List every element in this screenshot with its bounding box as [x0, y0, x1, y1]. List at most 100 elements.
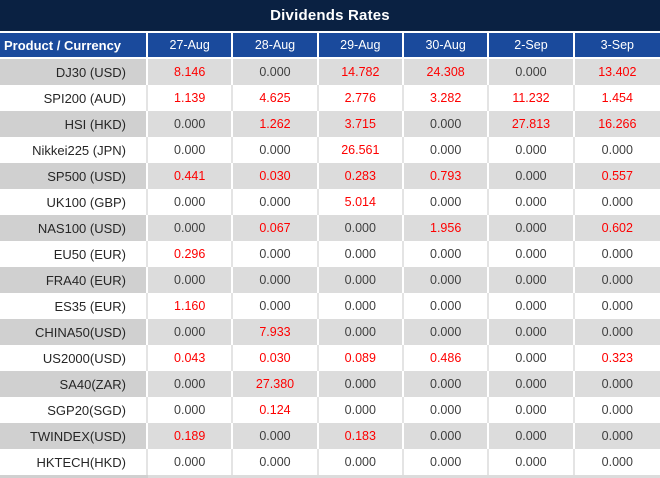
product-cell: SPI200 (AUD) — [0, 85, 148, 111]
table-row: HKTECH(HKD) 0.000 0.000 0.000 0.000 0.000 0.00… — [0, 449, 660, 475]
value-cell: 0.124 — [233, 397, 319, 423]
value-cell: 0.793 — [403, 163, 490, 189]
value-cell: 1.454 — [574, 85, 660, 111]
value-cell: 13.402 — [574, 59, 660, 85]
value-cell: 0.000 — [318, 449, 404, 475]
value-cell: 0.183 — [318, 423, 404, 449]
date-column-header: 29-Aug — [318, 31, 404, 59]
date-column-header: 2-Sep — [489, 31, 575, 59]
value-cell: 0.000 — [489, 293, 575, 319]
table-row: UK100 (GBP) 0.000 0.000 5.014 0.000 0.000 0.00… — [0, 189, 660, 215]
product-cell: SP500 (USD) — [0, 163, 148, 189]
value-cell: 0.000 — [489, 163, 575, 189]
table-row: NAS100 (USD) 0.000 0.067 0.000 1.956 0.000 0.6… — [0, 215, 660, 241]
value-cell: 1.139 — [148, 85, 234, 111]
product-cell: HKTECH(HKD) — [0, 449, 148, 475]
value-cell: 0.000 — [148, 137, 234, 163]
value-cell: 7.933 — [233, 319, 319, 345]
product-cell: SGP20(SGD) — [0, 397, 148, 423]
value-cell: 0.557 — [574, 163, 660, 189]
value-cell: 0.000 — [489, 423, 575, 449]
value-cell: 0.000 — [403, 111, 490, 137]
date-column-header: 27-Aug — [148, 31, 234, 59]
value-cell: 0.000 — [489, 319, 575, 345]
value-cell: 26.561 — [318, 137, 404, 163]
product-cell: NAS100 (USD) — [0, 215, 148, 241]
value-cell: 4.625 — [233, 85, 319, 111]
value-cell: 0.323 — [574, 345, 660, 371]
value-cell: 0.030 — [233, 163, 319, 189]
product-cell: TWINDEX(USD) — [0, 423, 148, 449]
product-cell: Nikkei225 (JPN) — [0, 137, 148, 163]
table-row: SA40(ZAR) 0.000 27.380 0.000 0.000 0.000 0.000 — [0, 371, 660, 397]
table-row: SGP20(SGD) 0.000 0.124 0.000 0.000 0.000 0.000 — [0, 397, 660, 423]
value-cell: 0.000 — [318, 215, 404, 241]
table-row: DJ30 (USD) 8.146 0.000 14.782 24.308 0.000 13.… — [0, 59, 660, 85]
date-column-header: 3-Sep — [574, 31, 660, 59]
value-cell: 0.000 — [403, 371, 490, 397]
value-cell: 0.000 — [574, 423, 660, 449]
value-cell: 0.000 — [233, 137, 319, 163]
product-cell: EU50 (EUR) — [0, 241, 148, 267]
value-cell: 3.282 — [403, 85, 490, 111]
value-cell: 0.602 — [574, 215, 660, 241]
value-cell: 0.000 — [489, 241, 575, 267]
product-cell: DJ30 (USD) — [0, 59, 148, 85]
value-cell: 0.000 — [489, 189, 575, 215]
value-cell: 0.000 — [318, 267, 404, 293]
value-cell: 0.000 — [233, 241, 319, 267]
table-row: CHINA50(USD) 0.000 7.933 0.000 0.000 0.000 0.0… — [0, 319, 660, 345]
value-cell: 0.067 — [233, 215, 319, 241]
table-title: Dividends Rates — [0, 0, 660, 31]
value-cell: 1.262 — [233, 111, 319, 137]
dividends-table: Product / Currency 27-Aug 28-Aug 29-Aug 30-A… — [0, 31, 660, 475]
value-cell: 24.308 — [403, 59, 490, 85]
table-row: TWINDEX(USD) 0.189 0.000 0.183 0.000 0.000 0.0… — [0, 423, 660, 449]
value-cell: 0.000 — [403, 267, 490, 293]
product-cell: HSI (HKD) — [0, 111, 148, 137]
table-row: SPI200 (AUD) 1.139 4.625 2.776 3.282 11.232 1.… — [0, 85, 660, 111]
value-cell: 0.000 — [148, 215, 234, 241]
value-cell: 0.486 — [403, 345, 490, 371]
value-cell: 0.000 — [574, 449, 660, 475]
product-cell: UK100 (GBP) — [0, 189, 148, 215]
value-cell: 0.000 — [403, 189, 490, 215]
value-cell: 0.000 — [403, 137, 490, 163]
value-cell: 0.000 — [403, 293, 490, 319]
value-cell: 0.000 — [489, 267, 575, 293]
value-cell: 5.014 — [318, 189, 404, 215]
value-cell: 27.813 — [489, 111, 575, 137]
table-row: EU50 (EUR) 0.296 0.000 0.000 0.000 0.000 0.000 — [0, 241, 660, 267]
value-cell: 0.000 — [233, 189, 319, 215]
value-cell: 2.776 — [318, 85, 404, 111]
product-cell: US2000(USD) — [0, 345, 148, 371]
value-cell: 0.000 — [489, 449, 575, 475]
value-cell: 0.089 — [318, 345, 404, 371]
value-cell: 0.000 — [574, 293, 660, 319]
product-cell: SA40(ZAR) — [0, 371, 148, 397]
value-cell: 0.000 — [148, 267, 234, 293]
table-row: US2000(USD) 0.043 0.030 0.089 0.486 0.000 0.32… — [0, 345, 660, 371]
value-cell: 0.000 — [318, 241, 404, 267]
date-column-header: 28-Aug — [233, 31, 319, 59]
value-cell: 0.000 — [574, 371, 660, 397]
value-cell: 16.266 — [574, 111, 660, 137]
value-cell: 0.000 — [489, 345, 575, 371]
value-cell: 0.000 — [148, 397, 234, 423]
value-cell: 0.000 — [403, 423, 490, 449]
value-cell: 0.000 — [318, 319, 404, 345]
value-cell: 0.000 — [318, 397, 404, 423]
value-cell: 0.000 — [233, 293, 319, 319]
value-cell: 0.000 — [574, 267, 660, 293]
value-cell: 0.000 — [318, 293, 404, 319]
partial-next-row — [0, 475, 660, 478]
value-cell: 8.146 — [148, 59, 234, 85]
value-cell: 0.000 — [574, 241, 660, 267]
value-cell: 3.715 — [318, 111, 404, 137]
value-cell: 0.000 — [574, 137, 660, 163]
table-row: FRA40 (EUR) 0.000 0.000 0.000 0.000 0.000 0.00… — [0, 267, 660, 293]
value-cell: 11.232 — [489, 85, 575, 111]
table-body: DJ30 (USD) 8.146 0.000 14.782 24.308 0.000 13.… — [0, 59, 660, 475]
value-cell: 0.000 — [233, 449, 319, 475]
value-cell: 0.000 — [489, 397, 575, 423]
